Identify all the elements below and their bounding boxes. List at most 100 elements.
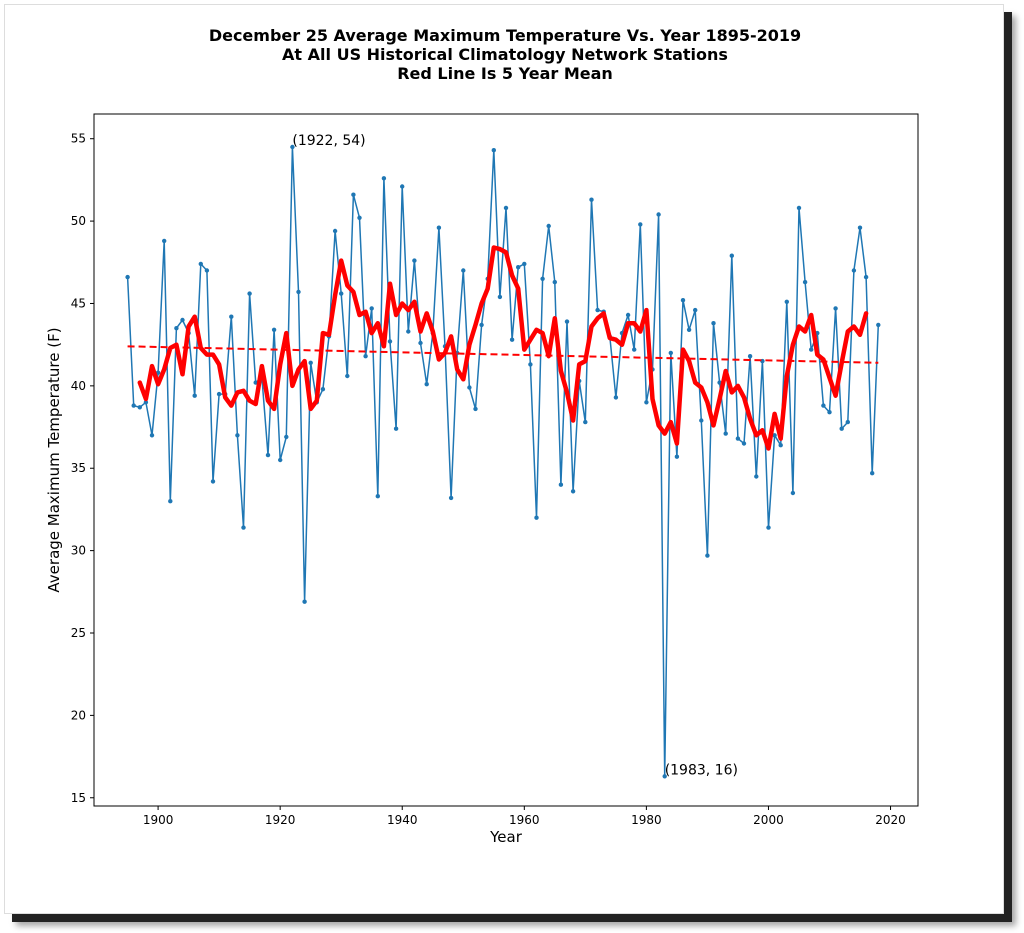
series-layer <box>125 144 881 779</box>
y-tick-label: 25 <box>71 626 86 640</box>
data-point <box>802 279 808 285</box>
data-point <box>589 197 594 202</box>
data-point <box>235 433 240 438</box>
data-point <box>448 495 454 501</box>
data-point <box>546 223 551 229</box>
data-point <box>772 433 777 438</box>
data-point <box>473 406 478 412</box>
data-point <box>723 431 728 436</box>
data-point <box>284 434 289 440</box>
data-point <box>375 494 380 499</box>
data-point <box>162 238 167 244</box>
data-point <box>216 391 222 397</box>
data-point <box>754 474 759 479</box>
x-tick-label: 1940 <box>387 813 418 827</box>
data-point <box>711 321 716 326</box>
data-point <box>747 354 753 359</box>
data-point <box>595 307 600 313</box>
x-tick-label: 1980 <box>631 813 662 827</box>
data-point <box>827 410 832 415</box>
data-point <box>308 360 313 365</box>
data-point <box>125 274 130 280</box>
data-point <box>784 299 789 304</box>
data-point <box>809 347 814 352</box>
data-point <box>479 322 484 328</box>
data-point <box>332 228 338 234</box>
data-point <box>516 265 521 270</box>
data-point <box>320 387 326 392</box>
data-point <box>381 176 387 181</box>
data-point <box>204 268 210 273</box>
data-point <box>870 471 875 476</box>
x-tick-label: 1900 <box>143 813 174 827</box>
five-year-mean-line <box>137 245 869 451</box>
chart-title: December 25 Average Maximum Temperature … <box>209 26 801 83</box>
data-point <box>174 326 179 331</box>
data-point <box>168 499 173 504</box>
data-point <box>155 370 161 375</box>
data-point <box>412 258 417 263</box>
data-point <box>369 306 374 311</box>
title-line-2: At All US Historical Climatology Network… <box>282 45 728 64</box>
data-point <box>241 525 246 530</box>
annotation-layer: (1922, 54) (1983, 16) <box>292 133 738 778</box>
data-point <box>210 479 216 484</box>
data-point <box>534 515 539 520</box>
data-point <box>497 294 503 300</box>
data-point <box>149 433 155 438</box>
data-point <box>833 306 838 311</box>
data-point <box>418 340 423 346</box>
data-point <box>509 337 515 342</box>
data-point <box>345 373 350 379</box>
data-point <box>558 482 564 487</box>
y-tick-label: 15 <box>71 791 86 805</box>
y-tick-label: 20 <box>71 708 86 722</box>
data-point <box>638 222 643 227</box>
y-tick-label: 50 <box>71 214 86 228</box>
data-point <box>656 212 661 217</box>
y-axis-label: Average Maximum Temperature (F) <box>45 327 63 592</box>
point-annotation: (1983, 16) <box>665 762 738 778</box>
data-point <box>790 490 796 496</box>
data-point <box>192 393 197 398</box>
data-point <box>357 215 362 220</box>
data-point <box>851 268 857 273</box>
data-point <box>613 395 619 400</box>
data-point <box>198 261 203 267</box>
data-point <box>406 329 411 334</box>
data-point <box>735 436 741 441</box>
data-point <box>821 403 826 408</box>
data-point <box>674 454 680 459</box>
y-tick-label: 35 <box>71 461 86 475</box>
y-tick-label: 45 <box>71 296 86 310</box>
data-point <box>290 144 295 150</box>
data-point <box>796 205 802 211</box>
x-axis: 1900 1920 1940 1960 1980 2000 2020 <box>143 806 906 827</box>
data-point <box>339 291 344 296</box>
data-point <box>143 400 149 405</box>
data-point <box>503 205 509 211</box>
data-point <box>436 225 442 230</box>
data-point <box>461 268 466 273</box>
data-point <box>662 774 667 779</box>
data-point <box>131 403 136 408</box>
data-point <box>424 382 429 387</box>
title-line-3: Red Line Is 5 Year Mean <box>397 64 613 83</box>
data-point <box>271 327 277 332</box>
y-axis: 15 20 25 30 35 40 45 50 55 <box>71 132 94 805</box>
data-point <box>522 261 527 267</box>
data-point <box>387 339 393 344</box>
y-tick-label: 30 <box>71 544 86 558</box>
data-point <box>632 347 637 352</box>
title-line-1: December 25 Average Maximum Temperature … <box>209 26 801 45</box>
data-point <box>137 405 142 410</box>
data-point <box>570 489 576 494</box>
x-tick-label: 2000 <box>753 813 784 827</box>
data-point <box>686 327 692 332</box>
data-point <box>296 289 301 295</box>
data-point <box>247 291 252 296</box>
trend-line <box>127 345 879 364</box>
data-point <box>265 452 271 458</box>
data-point <box>705 553 710 558</box>
data-point <box>625 312 631 318</box>
